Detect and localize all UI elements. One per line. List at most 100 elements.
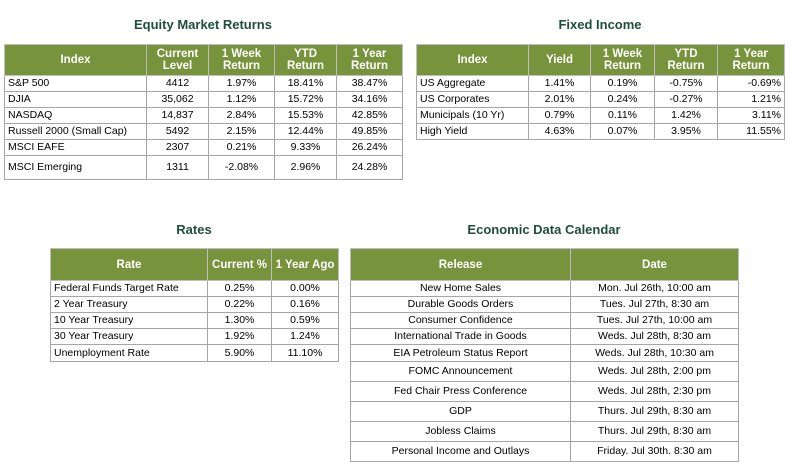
rates-header: Current % (207, 248, 272, 281)
equity-table: Index Current Level 1 Week Return YTD Re… (4, 44, 403, 180)
rates-table: Rate Current % 1 Year Ago Federal Funds … (50, 248, 339, 362)
cell: 0.25% (207, 280, 272, 297)
table-row: 30 Year Treasury 1.92% 1.24% (50, 328, 339, 345)
fixed-income-header: YTD Return (654, 44, 718, 76)
cell: 1.42% (654, 107, 718, 124)
cell: 14,837 (146, 107, 209, 124)
table-row: Russell 2000 (Small Cap) 5492 2.15% 12.4… (4, 123, 403, 140)
rate-name: Unemployment Rate (50, 344, 208, 362)
cell: -0.27% (654, 91, 718, 108)
cell: 5.90% (207, 344, 272, 362)
cell: 5492 (146, 123, 209, 140)
cell: 15.53% (274, 107, 337, 124)
cell: 0.19% (590, 75, 655, 92)
cell: 11.55% (717, 123, 785, 140)
release-name: International Trade in Goods (350, 328, 571, 345)
table-row: DJIA 35,062 1.12% 15.72% 34.16% (4, 91, 403, 108)
cell: 24.28% (336, 155, 403, 180)
cell: 2.96% (274, 155, 337, 180)
table-row: Consumer Confidence Tues. Jul 27th, 10:0… (350, 312, 739, 329)
rate-name: 10 Year Treasury (50, 312, 208, 329)
equity-header: 1 Week Return (208, 44, 275, 76)
cell: 3.95% (654, 123, 718, 140)
rate-name: 30 Year Treasury (50, 328, 208, 345)
table-row: New Home Sales Mon. Jul 26th, 10:00 am (350, 280, 739, 297)
cell: 0.79% (528, 107, 591, 124)
fixed-income-header: Yield (528, 44, 591, 76)
table-row: US Corporates 2.01% 0.24% -0.27% 1.21% (416, 91, 785, 108)
cell: -2.08% (208, 155, 275, 180)
rates-title: Rates (176, 222, 212, 237)
release-name: GDP (350, 401, 571, 422)
calendar-header: Release (350, 248, 571, 281)
index-name: NASDAQ (4, 107, 147, 124)
release-date: Friday. Jul 30th. 8:30 am (570, 441, 739, 462)
table-row: EIA Petroleum Status Report Weds. Jul 28… (350, 344, 739, 362)
cell: 1.12% (208, 91, 275, 108)
fixed-income-header: 1 Week Return (590, 44, 655, 76)
calendar-header: Date (570, 248, 739, 281)
release-name: New Home Sales (350, 280, 571, 297)
fixed-income-header-row: Index Yield 1 Week Return YTD Return 1 Y… (416, 44, 785, 76)
rate-name: 2 Year Treasury (50, 296, 208, 313)
rate-name: Federal Funds Target Rate (50, 280, 208, 297)
table-row: Personal Income and Outlays Friday. Jul … (350, 441, 739, 462)
table-row: International Trade in Goods Weds. Jul 2… (350, 328, 739, 345)
release-name: Personal Income and Outlays (350, 441, 571, 462)
cell: 49.85% (336, 123, 403, 140)
cell: 34.16% (336, 91, 403, 108)
rates-header: Rate (50, 248, 208, 281)
table-row: US Aggregate 1.41% 0.19% -0.75% -0.69% (416, 75, 785, 92)
index-name: Municipals (10 Yr) (416, 107, 529, 124)
table-row: Fed Chair Press Conference Weds. Jul 28t… (350, 381, 739, 402)
release-date: Thurs. Jul 29th, 8:30 am (570, 421, 739, 442)
release-name: Durable Goods Orders (350, 296, 571, 313)
fixed-income-header: 1 Year Return (717, 44, 785, 76)
index-name: Russell 2000 (Small Cap) (4, 123, 147, 140)
table-row: Federal Funds Target Rate 0.25% 0.00% (50, 280, 339, 297)
cell: 1.92% (207, 328, 272, 345)
cell: 35,062 (146, 91, 209, 108)
cell: 0.24% (590, 91, 655, 108)
cell: 2307 (146, 139, 209, 156)
index-name: US Aggregate (416, 75, 529, 92)
table-row: Unemployment Rate 5.90% 11.10% (50, 344, 339, 362)
cell: 42.85% (336, 107, 403, 124)
release-date: Weds. Jul 28th, 2:00 pm (570, 361, 739, 382)
table-row: NASDAQ 14,837 2.84% 15.53% 42.85% (4, 107, 403, 124)
equity-header: Index (4, 44, 147, 76)
cell: 0.16% (271, 296, 339, 313)
table-row: 2 Year Treasury 0.22% 0.16% (50, 296, 339, 313)
table-row: FOMC Announcement Weds. Jul 28th, 2:00 p… (350, 361, 739, 382)
release-date: Weds. Jul 28th, 2:30 pm (570, 381, 739, 402)
equity-header: 1 Year Return (336, 44, 403, 76)
table-row: Jobless Claims Thurs. Jul 29th, 8:30 am (350, 421, 739, 442)
cell: 1.24% (271, 328, 339, 345)
cell: 9.33% (274, 139, 337, 156)
index-name: High Yield (416, 123, 529, 140)
cell: 0.22% (207, 296, 272, 313)
table-row: MSCI EAFE 2307 0.21% 9.33% 26.24% (4, 139, 403, 156)
table-row: S&P 500 4412 1.97% 18.41% 38.47% (4, 75, 403, 92)
cell: 4412 (146, 75, 209, 92)
cell: 0.07% (590, 123, 655, 140)
cell: 1.97% (208, 75, 275, 92)
cell: 2.01% (528, 91, 591, 108)
release-date: Weds. Jul 28th, 10:30 am (570, 344, 739, 362)
table-row: High Yield 4.63% 0.07% 3.95% 11.55% (416, 123, 785, 140)
calendar-title: Economic Data Calendar (467, 222, 621, 237)
cell: 0.00% (271, 280, 339, 297)
cell: 11.10% (271, 344, 339, 362)
index-name: MSCI Emerging (4, 155, 147, 180)
index-name: MSCI EAFE (4, 139, 147, 156)
rates-header: 1 Year Ago (271, 248, 339, 281)
index-name: US Corporates (416, 91, 529, 108)
index-name: DJIA (4, 91, 147, 108)
cell: 1.41% (528, 75, 591, 92)
cell: 0.21% (208, 139, 275, 156)
cell: -0.75% (654, 75, 718, 92)
release-name: Consumer Confidence (350, 312, 571, 329)
release-name: EIA Petroleum Status Report (350, 344, 571, 362)
cell: 12.44% (274, 123, 337, 140)
calendar-header-row: Release Date (350, 248, 739, 281)
